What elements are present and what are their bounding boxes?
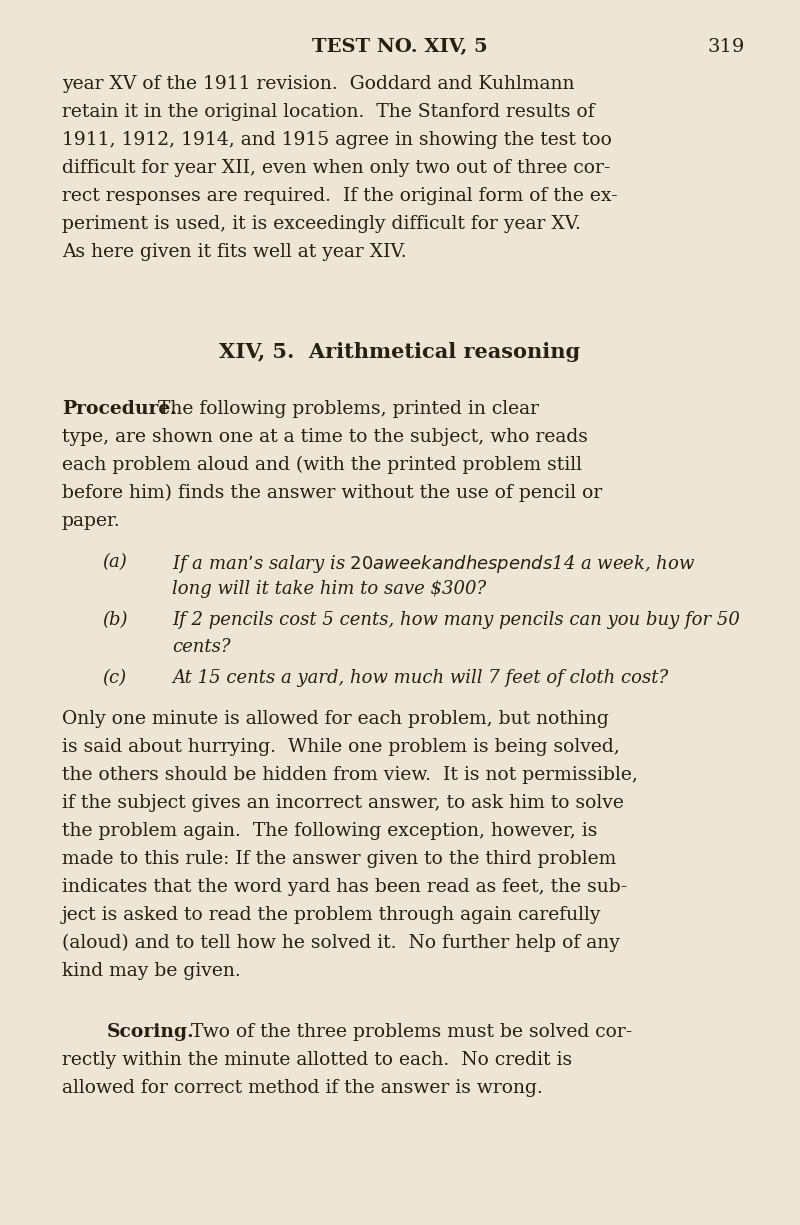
Text: rect responses are required.  If the original form of the ex-: rect responses are required. If the orig… — [62, 187, 618, 205]
Text: periment is used, it is exceedingly difficult for year XV.: periment is used, it is exceedingly diff… — [62, 216, 581, 233]
Text: Procedure.: Procedure. — [62, 401, 177, 418]
Text: (a): (a) — [102, 552, 126, 571]
Text: (b): (b) — [102, 611, 127, 628]
Text: long will it take him to save $300?: long will it take him to save $300? — [172, 579, 486, 598]
Text: each problem aloud and (with the printed problem still: each problem aloud and (with the printed… — [62, 456, 582, 474]
Text: allowed for correct method if the answer is wrong.: allowed for correct method if the answer… — [62, 1079, 542, 1098]
Text: cents?: cents? — [172, 638, 230, 657]
Text: difficult for year XII, even when only two out of three cor-: difficult for year XII, even when only t… — [62, 159, 610, 176]
Text: the others should be hidden from view.  It is not permissible,: the others should be hidden from view. I… — [62, 766, 638, 784]
Text: 319: 319 — [708, 38, 745, 56]
Text: the problem again.  The following exception, however, is: the problem again. The following excepti… — [62, 822, 598, 840]
Text: If 2 pencils cost 5 cents, how many pencils can you buy for 50: If 2 pencils cost 5 cents, how many penc… — [172, 611, 740, 628]
Text: Scoring.: Scoring. — [107, 1023, 194, 1041]
Text: paper.: paper. — [62, 512, 121, 530]
Text: TEST NO. XIV, 5: TEST NO. XIV, 5 — [312, 38, 488, 56]
Text: The following problems, printed in clear: The following problems, printed in clear — [152, 401, 539, 418]
Text: If a man’s salary is $20 a week and he spends $14 a week, how: If a man’s salary is $20 a week and he s… — [172, 552, 695, 575]
Text: Only one minute is allowed for each problem, but nothing: Only one minute is allowed for each prob… — [62, 710, 609, 728]
Text: kind may be given.: kind may be given. — [62, 962, 241, 980]
Text: (c): (c) — [102, 669, 126, 687]
Text: made to this rule: If the answer given to the third problem: made to this rule: If the answer given t… — [62, 850, 616, 869]
Text: At 15 cents a yard, how much will 7 feet of cloth cost?: At 15 cents a yard, how much will 7 feet… — [172, 669, 668, 687]
Text: rectly within the minute allotted to each.  No credit is: rectly within the minute allotted to eac… — [62, 1051, 572, 1069]
Text: ject is asked to read the problem through again carefully: ject is asked to read the problem throug… — [62, 906, 602, 924]
Text: indicates that the word yard has been read as feet, the sub-: indicates that the word yard has been re… — [62, 878, 627, 895]
Text: As here given it fits well at year XIV.: As here given it fits well at year XIV. — [62, 243, 406, 261]
Text: is said about hurrying.  While one problem is being solved,: is said about hurrying. While one proble… — [62, 737, 620, 756]
Text: retain it in the original location.  The Stanford results of: retain it in the original location. The … — [62, 103, 594, 121]
Text: before him) finds the answer without the use of pencil or: before him) finds the answer without the… — [62, 484, 602, 502]
Text: 1911, 1912, 1914, and 1915 agree in showing the test too: 1911, 1912, 1914, and 1915 agree in show… — [62, 131, 612, 149]
Text: Two of the three problems must be solved cor-: Two of the three problems must be solved… — [185, 1023, 632, 1041]
Text: (aloud) and to tell how he solved it.  No further help of any: (aloud) and to tell how he solved it. No… — [62, 933, 620, 952]
Text: XIV, 5.  Arithmetical reasoning: XIV, 5. Arithmetical reasoning — [219, 342, 581, 363]
Text: if the subject gives an incorrect answer, to ask him to solve: if the subject gives an incorrect answer… — [62, 794, 624, 812]
Text: year XV of the 1911 revision.  Goddard and Kuhlmann: year XV of the 1911 revision. Goddard an… — [62, 75, 574, 93]
Text: type, are shown one at a time to the subject, who reads: type, are shown one at a time to the sub… — [62, 428, 588, 446]
